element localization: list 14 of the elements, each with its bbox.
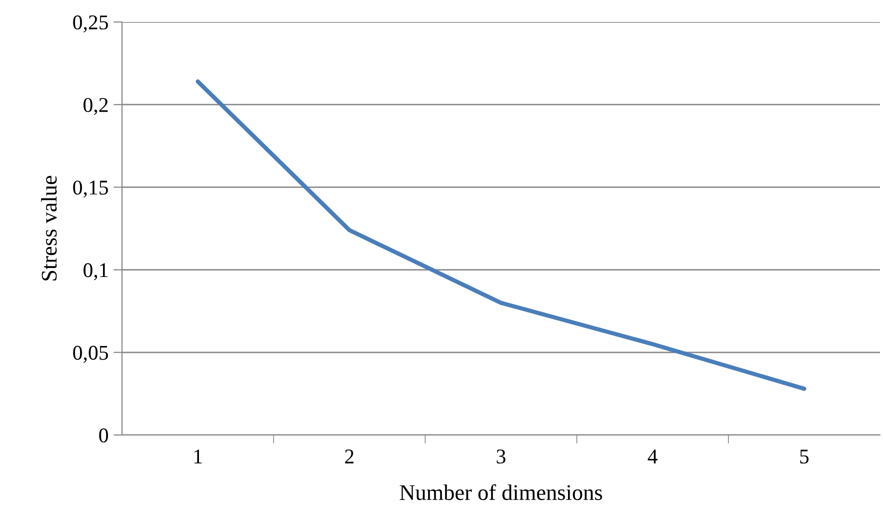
y-tick-label: 0,2: [84, 98, 108, 116]
y-tick-label: 0,25: [73, 15, 108, 32]
y-tick-label: 0,15: [73, 180, 108, 198]
x-axis-title: Number of dimensions: [400, 484, 602, 500]
x-tick-label: 1: [194, 450, 202, 464]
x-tick-label: 4: [648, 450, 658, 464]
line-series: [196, 79, 806, 391]
y-tick-label: 0,05: [73, 346, 108, 363]
x-tick-label: 3: [496, 450, 506, 464]
x-tick-label: 5: [800, 450, 809, 464]
y-tick-label: 0: [99, 428, 108, 442]
x-tick-label: 2: [345, 450, 354, 464]
y-tick-label: 0,1: [84, 263, 108, 280]
y-axis-title: Stress value: [41, 176, 57, 280]
